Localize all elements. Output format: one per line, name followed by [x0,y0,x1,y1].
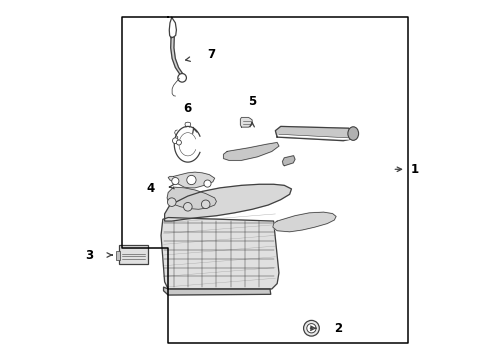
Polygon shape [165,184,292,221]
Circle shape [201,200,210,208]
Polygon shape [161,217,279,289]
Polygon shape [275,126,356,141]
Text: 6: 6 [184,102,192,115]
Text: 2: 2 [334,322,342,335]
Text: 7: 7 [207,49,215,62]
Polygon shape [167,187,217,209]
FancyBboxPatch shape [119,245,148,264]
Circle shape [184,203,192,211]
Circle shape [310,327,313,330]
Circle shape [204,180,211,187]
FancyBboxPatch shape [116,251,121,260]
Polygon shape [273,212,336,232]
Polygon shape [223,143,279,160]
Polygon shape [241,117,252,127]
Circle shape [176,140,181,145]
Text: 1: 1 [411,163,419,176]
Text: 5: 5 [248,95,256,108]
Circle shape [168,198,176,206]
Circle shape [307,324,316,333]
Polygon shape [171,37,184,75]
Polygon shape [169,18,176,38]
Circle shape [178,73,186,82]
Circle shape [172,177,179,185]
Circle shape [304,320,319,336]
Ellipse shape [348,127,359,140]
Polygon shape [168,172,215,188]
Circle shape [187,175,196,185]
Circle shape [172,138,178,144]
Polygon shape [283,156,295,166]
Polygon shape [164,287,270,295]
Text: 4: 4 [146,183,154,195]
Text: 3: 3 [86,248,94,261]
